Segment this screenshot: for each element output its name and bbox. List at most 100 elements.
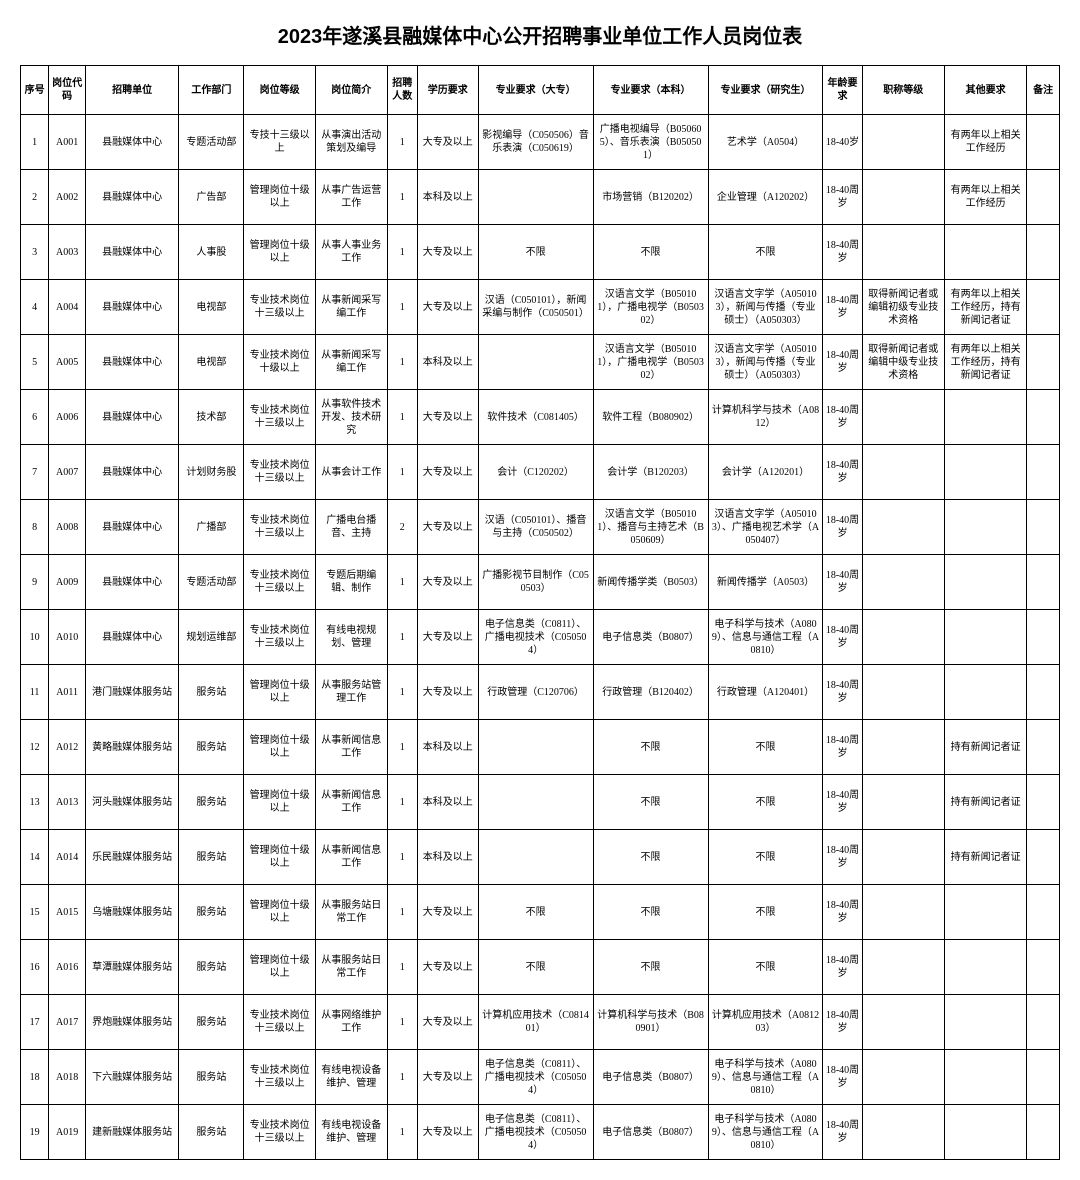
table-cell: 17 — [21, 995, 49, 1050]
table-cell — [1027, 775, 1060, 830]
table-cell: A010 — [49, 610, 86, 665]
table-cell: A009 — [49, 555, 86, 610]
table-cell — [862, 775, 944, 830]
table-cell: 管理岗位十级以上 — [244, 885, 316, 940]
table-cell: 1 — [387, 1105, 417, 1160]
table-cell — [1027, 555, 1060, 610]
table-row: 17A017界炮融媒体服务站服务站专业技术岗位十三级以上从事网络维护工作1大专及… — [21, 995, 1060, 1050]
table-cell: 从事新闻信息工作 — [315, 830, 387, 885]
table-cell: 县融媒体中心 — [86, 610, 179, 665]
table-cell: 县融媒体中心 — [86, 115, 179, 170]
table-header-row: 序号岗位代码招聘单位工作部门岗位等级岗位简介招聘人数学历要求专业要求（大专）专业… — [21, 66, 1060, 115]
table-cell — [862, 1050, 944, 1105]
table-cell: 从事软件技术开发、技术研究 — [315, 390, 387, 445]
table-cell: 不限 — [708, 225, 823, 280]
table-cell: 18-40周岁 — [823, 665, 862, 720]
table-cell: A016 — [49, 940, 86, 995]
table-cell: 会计学（A120201） — [708, 445, 823, 500]
table-cell: 19 — [21, 1105, 49, 1160]
table-cell: 界炮融媒体服务站 — [86, 995, 179, 1050]
table-cell: 人事股 — [179, 225, 244, 280]
table-cell — [1027, 1050, 1060, 1105]
table-cell — [1027, 335, 1060, 390]
table-cell: 不限 — [708, 940, 823, 995]
table-cell: 新闻传播学类（B0503） — [593, 555, 708, 610]
table-header-cell: 年龄要求 — [823, 66, 862, 115]
table-cell: 不限 — [593, 885, 708, 940]
table-cell: A003 — [49, 225, 86, 280]
table-cell: A013 — [49, 775, 86, 830]
table-cell: 汉语言文字学（A050103），新闻与传播（专业硕士）（A050303） — [708, 335, 823, 390]
table-cell: 11 — [21, 665, 49, 720]
table-row: 7A007县融媒体中心计划财务股专业技术岗位十三级以上从事会计工作1大专及以上会… — [21, 445, 1060, 500]
table-cell — [862, 1105, 944, 1160]
table-cell: 大专及以上 — [417, 940, 478, 995]
table-cell: 专业技术岗位十级以上 — [244, 335, 316, 390]
table-cell: 电子信息类（C0811）、广播电视技术（C050504） — [478, 610, 593, 665]
table-cell: 从事网络维护工作 — [315, 995, 387, 1050]
table-cell: 专业技术岗位十三级以上 — [244, 610, 316, 665]
table-cell: 1 — [387, 720, 417, 775]
table-cell: 从事服务站日常工作 — [315, 885, 387, 940]
table-cell: 建新融媒体服务站 — [86, 1105, 179, 1160]
table-cell: 1 — [21, 115, 49, 170]
table-cell — [862, 225, 944, 280]
table-cell: 从事人事业务工作 — [315, 225, 387, 280]
table-row: 1A001县融媒体中心专题活动部专技十三级以上从事演出活动策划及编导1大专及以上… — [21, 115, 1060, 170]
table-cell: 电子信息类（B0807） — [593, 1105, 708, 1160]
table-cell — [862, 555, 944, 610]
table-cell: 计划财务股 — [179, 445, 244, 500]
table-cell — [1027, 170, 1060, 225]
table-row: 10A010县融媒体中心规划运维部专业技术岗位十三级以上有线电视规划、管理1大专… — [21, 610, 1060, 665]
table-cell: 电子科学与技术（A0809）、信息与通信工程（A0810） — [708, 1105, 823, 1160]
table-cell: 从事服务站管理工作 — [315, 665, 387, 720]
table-cell: 从事会计工作 — [315, 445, 387, 500]
table-cell: 汉语（C050101），新闻采编与制作（C050501） — [478, 280, 593, 335]
table-cell — [862, 885, 944, 940]
table-cell: 软件技术（C081405） — [478, 390, 593, 445]
table-cell: 大专及以上 — [417, 555, 478, 610]
table-row: 4A004县融媒体中心电视部专业技术岗位十三级以上从事新闻采写编工作1大专及以上… — [21, 280, 1060, 335]
table-row: 12A012黄略融媒体服务站服务站管理岗位十级以上从事新闻信息工作1本科及以上不… — [21, 720, 1060, 775]
table-cell: 1 — [387, 280, 417, 335]
table-row: 2A002县融媒体中心广告部管理岗位十级以上从事广告运营工作1本科及以上市场营销… — [21, 170, 1060, 225]
table-cell: 8 — [21, 500, 49, 555]
table-cell: 1 — [387, 555, 417, 610]
table-cell: 有线电视设备维护、管理 — [315, 1050, 387, 1105]
table-cell: 会计学（B120203） — [593, 445, 708, 500]
table-cell: 4 — [21, 280, 49, 335]
table-cell: 管理岗位十级以上 — [244, 225, 316, 280]
table-cell: 18-40周岁 — [823, 445, 862, 500]
table-cell — [944, 555, 1026, 610]
table-header-cell: 其他要求 — [944, 66, 1026, 115]
table-cell — [862, 445, 944, 500]
table-header-cell: 岗位等级 — [244, 66, 316, 115]
table-cell: 不限 — [708, 720, 823, 775]
table-cell: 不限 — [593, 775, 708, 830]
table-cell: 服务站 — [179, 885, 244, 940]
table-cell: 电视部 — [179, 335, 244, 390]
table-cell: 专业技术岗位十三级以上 — [244, 500, 316, 555]
table-cell: 河头融媒体服务站 — [86, 775, 179, 830]
table-cell — [1027, 1105, 1060, 1160]
table-cell: A015 — [49, 885, 86, 940]
table-cell: 规划运维部 — [179, 610, 244, 665]
table-row: 13A013河头融媒体服务站服务站管理岗位十级以上从事新闻信息工作1本科及以上不… — [21, 775, 1060, 830]
table-cell: 持有新闻记者证 — [944, 830, 1026, 885]
table-cell: 从事新闻信息工作 — [315, 720, 387, 775]
table-header-cell: 学历要求 — [417, 66, 478, 115]
table-cell: 专题后期编辑、制作 — [315, 555, 387, 610]
table-cell: 专技十三级以上 — [244, 115, 316, 170]
table-cell — [862, 115, 944, 170]
table-cell: A005 — [49, 335, 86, 390]
table-cell: 软件工程（B080902） — [593, 390, 708, 445]
table-cell: 大专及以上 — [417, 885, 478, 940]
table-cell: 从事服务站日常工作 — [315, 940, 387, 995]
table-cell: 管理岗位十级以上 — [244, 940, 316, 995]
table-cell — [862, 500, 944, 555]
table-cell: 专题活动部 — [179, 555, 244, 610]
table-cell: 18-40周岁 — [823, 885, 862, 940]
table-cell: 县融媒体中心 — [86, 390, 179, 445]
table-cell: 18-40周岁 — [823, 720, 862, 775]
table-cell: 艺术学（A0504） — [708, 115, 823, 170]
